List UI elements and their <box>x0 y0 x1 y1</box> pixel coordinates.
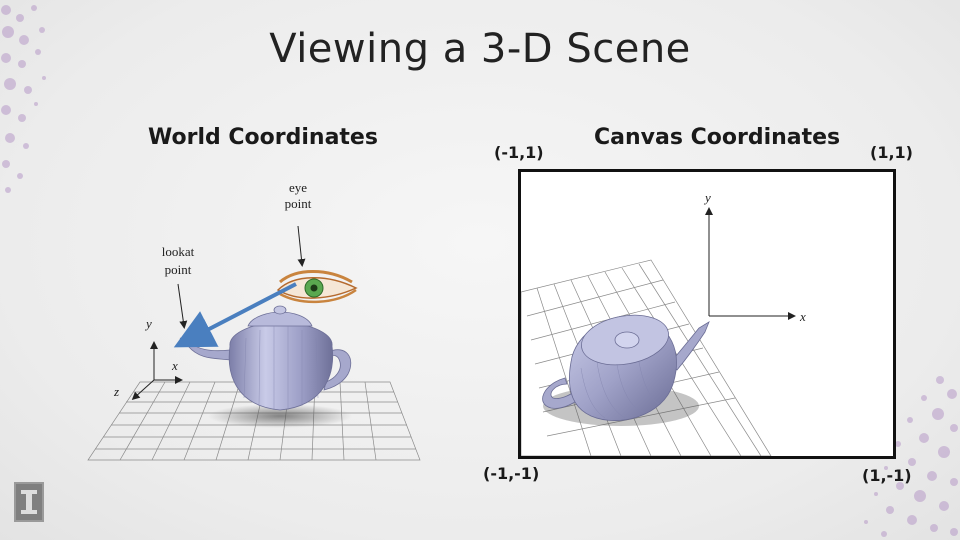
corner-label-bottom-right: (1,-1) <box>862 466 912 485</box>
corner-label-top-left: (-1,1) <box>494 143 544 162</box>
canvas-axes <box>705 207 796 320</box>
world-teapot-shadow <box>208 404 352 428</box>
world-axes <box>131 341 183 401</box>
world-axis-x-label: x <box>171 358 178 373</box>
canvas-coordinates-figure: y x <box>521 190 806 456</box>
world-teapot <box>179 305 352 411</box>
lookat-point-label-line1: lookat <box>162 244 195 259</box>
world-coordinates-heading: World Coordinates <box>148 125 378 150</box>
view-direction-arrow <box>173 282 297 348</box>
eye-point-label-line2: point <box>285 196 312 211</box>
decorative-dots-bottom-right <box>864 376 958 537</box>
canvas-teapot <box>542 314 710 421</box>
world-coordinates-figure: y x z eye point lookat point <box>87 180 421 461</box>
eye-point-pointer <box>297 225 306 267</box>
corner-label-top-right: (1,1) <box>870 143 913 162</box>
corner-label-bottom-left: (-1,-1) <box>483 464 540 483</box>
decorative-dots-top-left <box>1 5 46 193</box>
world-axis-z-label: z <box>113 384 119 399</box>
lookat-point-pointer <box>177 283 188 329</box>
canvas-axis-y-label: y <box>703 190 711 205</box>
world-axis-y-label: y <box>144 316 152 331</box>
canvas-axis-x-label: x <box>799 309 806 324</box>
canvas-viewport-frame: y x <box>518 169 896 459</box>
canvas-coordinates-heading: Canvas Coordinates <box>594 125 841 150</box>
eye-icon <box>276 270 358 304</box>
university-logo <box>14 482 44 522</box>
lookat-point-label-line2: point <box>165 262 192 277</box>
eye-point-label-line1: eye <box>289 180 307 195</box>
slide-title: Viewing a 3-D Scene <box>269 26 691 72</box>
